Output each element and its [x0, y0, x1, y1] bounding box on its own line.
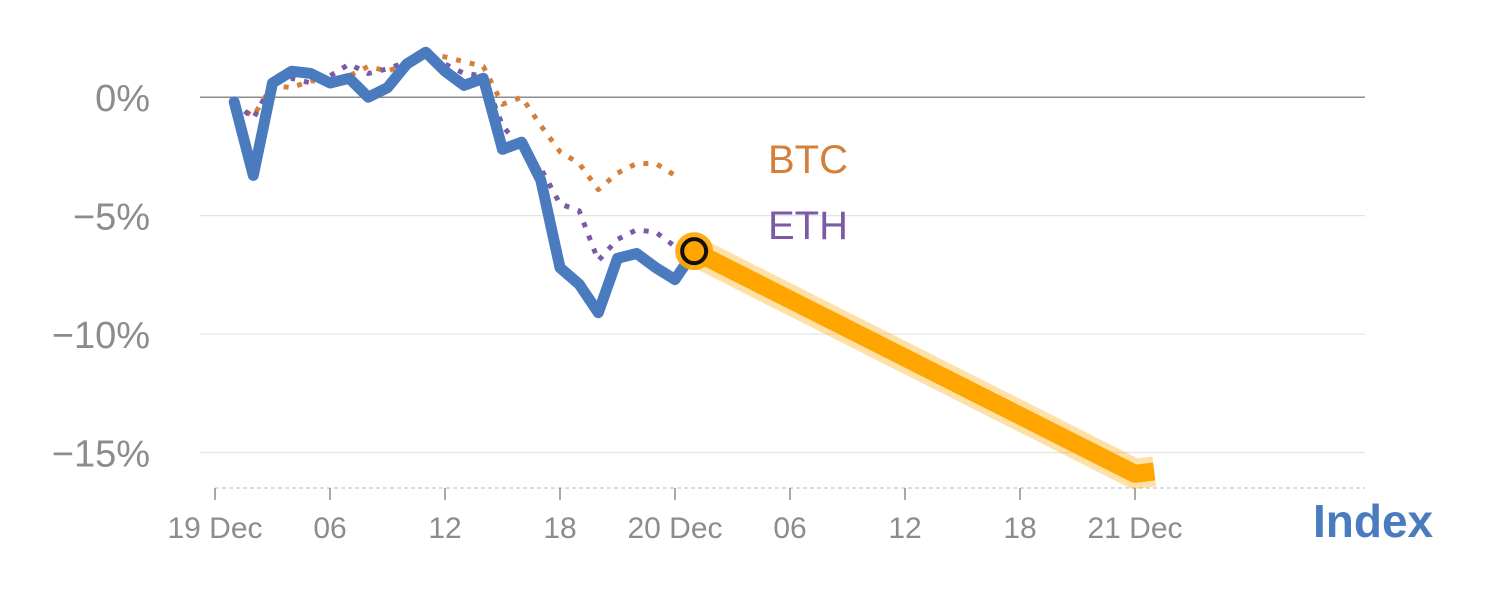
current-point-marker: [675, 232, 714, 271]
x-tick-label: 12: [428, 512, 461, 545]
series-labels: BTC ETH Index: [768, 138, 1434, 547]
eth-label: ETH: [768, 204, 848, 248]
y-tick-label: −10%: [52, 315, 150, 357]
y-tick-label: 0%: [95, 78, 150, 120]
y-tick-label: −15%: [52, 433, 150, 475]
x-tick-label: 18: [1003, 512, 1036, 545]
y-tick-label: −5%: [73, 197, 150, 239]
x-tick-label: 12: [888, 512, 921, 545]
x-tick-label: 21 Dec: [1087, 512, 1182, 545]
axes: 0% −5% −10% −15% 19 Dec 06 12 18 20 Dec 06 12 18 21 …: [52, 78, 1365, 545]
index-series-line: [228, 46, 700, 319]
x-tick-label: 18: [543, 512, 576, 545]
x-tick-label: 20 Dec: [627, 512, 722, 545]
marker-dot: [680, 237, 709, 266]
x-tick-label: 06: [773, 512, 806, 545]
index-projection-series-line: [690, 243, 1156, 483]
series-lines: [228, 46, 1157, 489]
x-tick-label: 06: [313, 512, 346, 545]
eth-series-line: [232, 52, 677, 264]
index-label: Index: [1313, 495, 1434, 547]
gridlines: [200, 96, 1365, 454]
x-tick-label: 19 Dec: [167, 512, 262, 545]
btc-label: BTC: [768, 138, 848, 182]
